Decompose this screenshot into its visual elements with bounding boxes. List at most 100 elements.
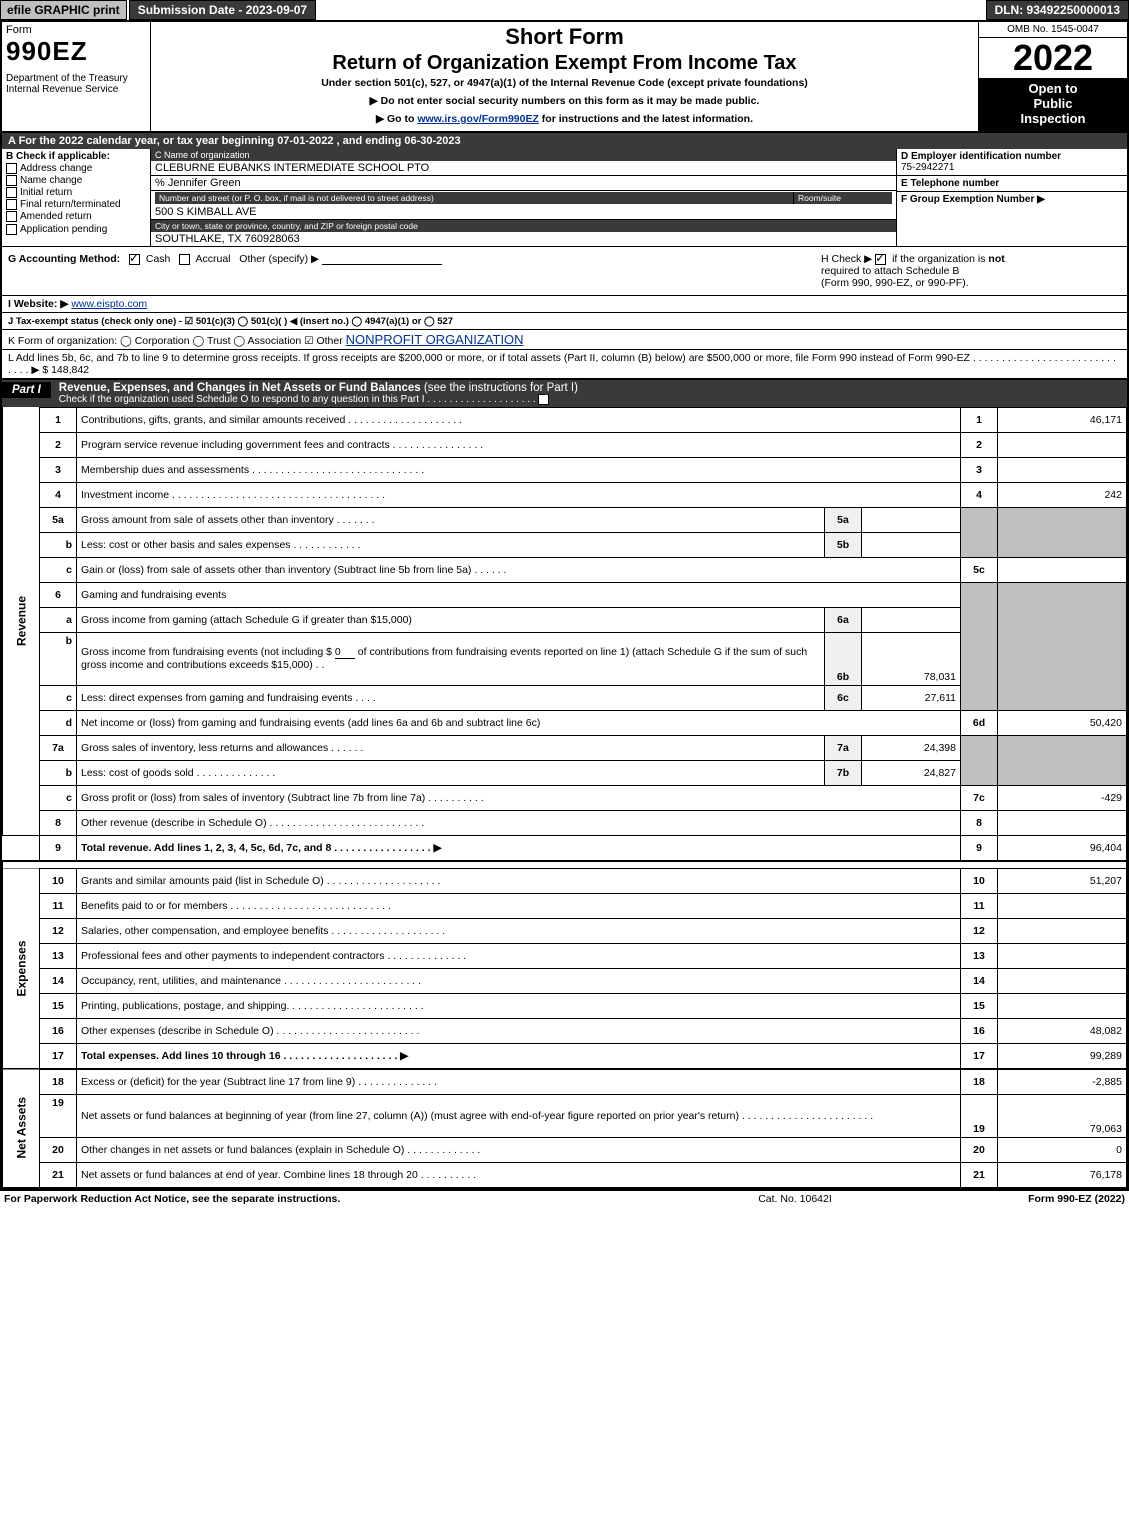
chk-accrual[interactable] [179, 254, 190, 265]
chk-final-return[interactable]: Final return/terminated [6, 199, 146, 210]
footer-r-pre: Form [1028, 1193, 1057, 1205]
omb-number: OMB No. 1545-0047 [979, 22, 1127, 38]
insp-3: Inspection [1020, 111, 1085, 126]
h-l2: required to attach Schedule B [821, 265, 959, 277]
l21-no: 21 [40, 1162, 77, 1187]
part-i-title: Revenue, Expenses, and Changes in Net As… [59, 382, 1127, 405]
footer-cat: Cat. No. 10642I [645, 1193, 945, 1205]
header-mid: Short Form Return of Organization Exempt… [151, 22, 978, 131]
row-j-tax-exempt: J Tax-exempt status (check only one) - ☑… [2, 313, 1127, 330]
chk-amended-return[interactable]: Amended return [6, 211, 146, 222]
section-bcdef: B Check if applicable: Address change Na… [2, 149, 1127, 247]
chk-h[interactable] [875, 254, 886, 265]
row-a-period: A For the 2022 calendar year, or tax yea… [2, 133, 1127, 149]
part-i-sub-text: Check if the organization used Schedule … [59, 394, 539, 405]
col-c-org: C Name of organization CLEBURNE EUBANKS … [151, 149, 896, 246]
part-i-tag: Part I [2, 382, 51, 398]
l6b-fillin: 0 [335, 646, 355, 659]
inspection-box: Open to Public Inspection [979, 78, 1127, 131]
l7a-no: 7a [40, 735, 77, 760]
l6b-sv: 78,031 [862, 632, 961, 685]
l5a-sv [862, 507, 961, 532]
l17-desc: Total expenses. Add lines 10 through 16 … [77, 1043, 961, 1069]
header-right: OMB No. 1545-0047 2022 Open to Public In… [978, 22, 1127, 131]
chk-lbl-1: Name change [20, 175, 82, 186]
l14-no: 14 [40, 968, 77, 993]
l4-no: 4 [40, 482, 77, 507]
short-form-title: Short Form [159, 24, 970, 50]
l5ab-shade [961, 507, 998, 557]
l6-desc: Gaming and fundraising events [77, 582, 961, 607]
l15-desc: Printing, publications, postage, and shi… [77, 993, 961, 1018]
l10-amt: 51,207 [998, 868, 1127, 893]
section-expenses-label: Expenses [3, 868, 40, 1069]
l10-desc: Grants and similar amounts paid (list in… [77, 868, 961, 893]
form-label: Form [6, 24, 146, 36]
chk-lbl-0: Address change [20, 163, 92, 174]
l9-desc: Total revenue. Add lines 1, 2, 3, 4, 5c,… [77, 835, 961, 861]
col-b-checkboxes: B Check if applicable: Address change Na… [2, 149, 151, 246]
website-link[interactable]: www.eispto.com [71, 298, 147, 310]
row-k-org-form: K Form of organization: ◯ Corporation ◯ … [2, 330, 1127, 350]
h-post: if the organization is [889, 253, 988, 265]
l5a-desc: Gross amount from sale of assets other t… [77, 507, 825, 532]
chk-name-change[interactable]: Name change [6, 175, 146, 186]
l9-desc-b: Total revenue. Add lines 1, 2, 3, 4, 5c,… [81, 842, 442, 854]
l16-lineno: 16 [961, 1018, 998, 1043]
l21-lineno: 21 [961, 1162, 998, 1187]
submission-date-button[interactable]: Submission Date - 2023-09-07 [129, 0, 316, 20]
l4-amt: 242 [998, 482, 1127, 507]
l3-desc: Membership dues and assessments . . . . … [77, 457, 961, 482]
chk-address-change[interactable]: Address change [6, 163, 146, 174]
other-specify-input[interactable] [322, 253, 442, 265]
l6c-sv: 27,611 [862, 685, 961, 710]
l6a-desc: Gross income from gaming (attach Schedul… [77, 607, 825, 632]
l8-desc: Other revenue (describe in Schedule O) .… [77, 810, 961, 835]
k-value-link[interactable]: NONPROFIT ORGANIZATION [346, 332, 524, 347]
l7b-sv: 24,827 [862, 760, 961, 785]
l12-lineno: 12 [961, 918, 998, 943]
l-amount: 148,842 [51, 364, 89, 376]
l14-amt [998, 968, 1127, 993]
l18-lineno: 18 [961, 1069, 998, 1095]
c-name-label: C Name of organization [151, 149, 896, 161]
footer-r-post: (2022) [1092, 1193, 1125, 1205]
k-pre: K Form of organization: ◯ Corporation ◯ … [8, 335, 346, 347]
dept-label: Department of the Treasury Internal Reve… [6, 73, 146, 95]
l6b-no: b [40, 632, 77, 685]
form-number: 990EZ [6, 36, 146, 67]
h-schedule-b: H Check ▶ if the organization is not req… [815, 247, 1127, 295]
chk-application-pending[interactable]: Application pending [6, 224, 146, 235]
d-value: 75-2942271 [901, 162, 954, 173]
f-label: F Group Exemption Number ▶ [901, 194, 1045, 205]
g-label: G Accounting Method: [8, 253, 120, 265]
l8-no: 8 [40, 810, 77, 835]
irs-link[interactable]: www.irs.gov/Form990EZ [417, 113, 539, 125]
efile-print-button[interactable]: efile GRAPHIC print [0, 0, 127, 20]
l20-no: 20 [40, 1137, 77, 1162]
l2-desc: Program service revenue including govern… [77, 432, 961, 457]
lines-table: Revenue 1 Contributions, gifts, grants, … [2, 407, 1127, 1188]
l6-shade [961, 582, 998, 710]
l11-lineno: 11 [961, 893, 998, 918]
l10-lineno: 10 [961, 868, 998, 893]
chk-initial-return[interactable]: Initial return [6, 187, 146, 198]
l15-no: 15 [40, 993, 77, 1018]
l15-lineno: 15 [961, 993, 998, 1018]
care-of: % Jennifer Green [151, 175, 896, 190]
l-text: L Add lines 5b, 6c, and 7b to line 9 to … [8, 352, 1116, 376]
street-value: 500 S KIMBALL AVE [151, 205, 896, 219]
l6d-amt: 50,420 [998, 710, 1127, 735]
l7c-lineno: 7c [961, 785, 998, 810]
b-title: B Check if applicable: [6, 151, 146, 162]
chk-schedule-o-part1[interactable] [538, 394, 549, 405]
l7ab-shade-amt [998, 735, 1127, 785]
e-label: E Telephone number [901, 178, 999, 189]
chk-cash[interactable] [129, 254, 140, 265]
dept-2: Internal Revenue Service [6, 84, 118, 95]
l7c-no: c [40, 785, 77, 810]
l6b-sub: 6b [825, 632, 862, 685]
l13-no: 13 [40, 943, 77, 968]
l6a-sub: 6a [825, 607, 862, 632]
page-footer: For Paperwork Reduction Act Notice, see … [0, 1190, 1129, 1207]
